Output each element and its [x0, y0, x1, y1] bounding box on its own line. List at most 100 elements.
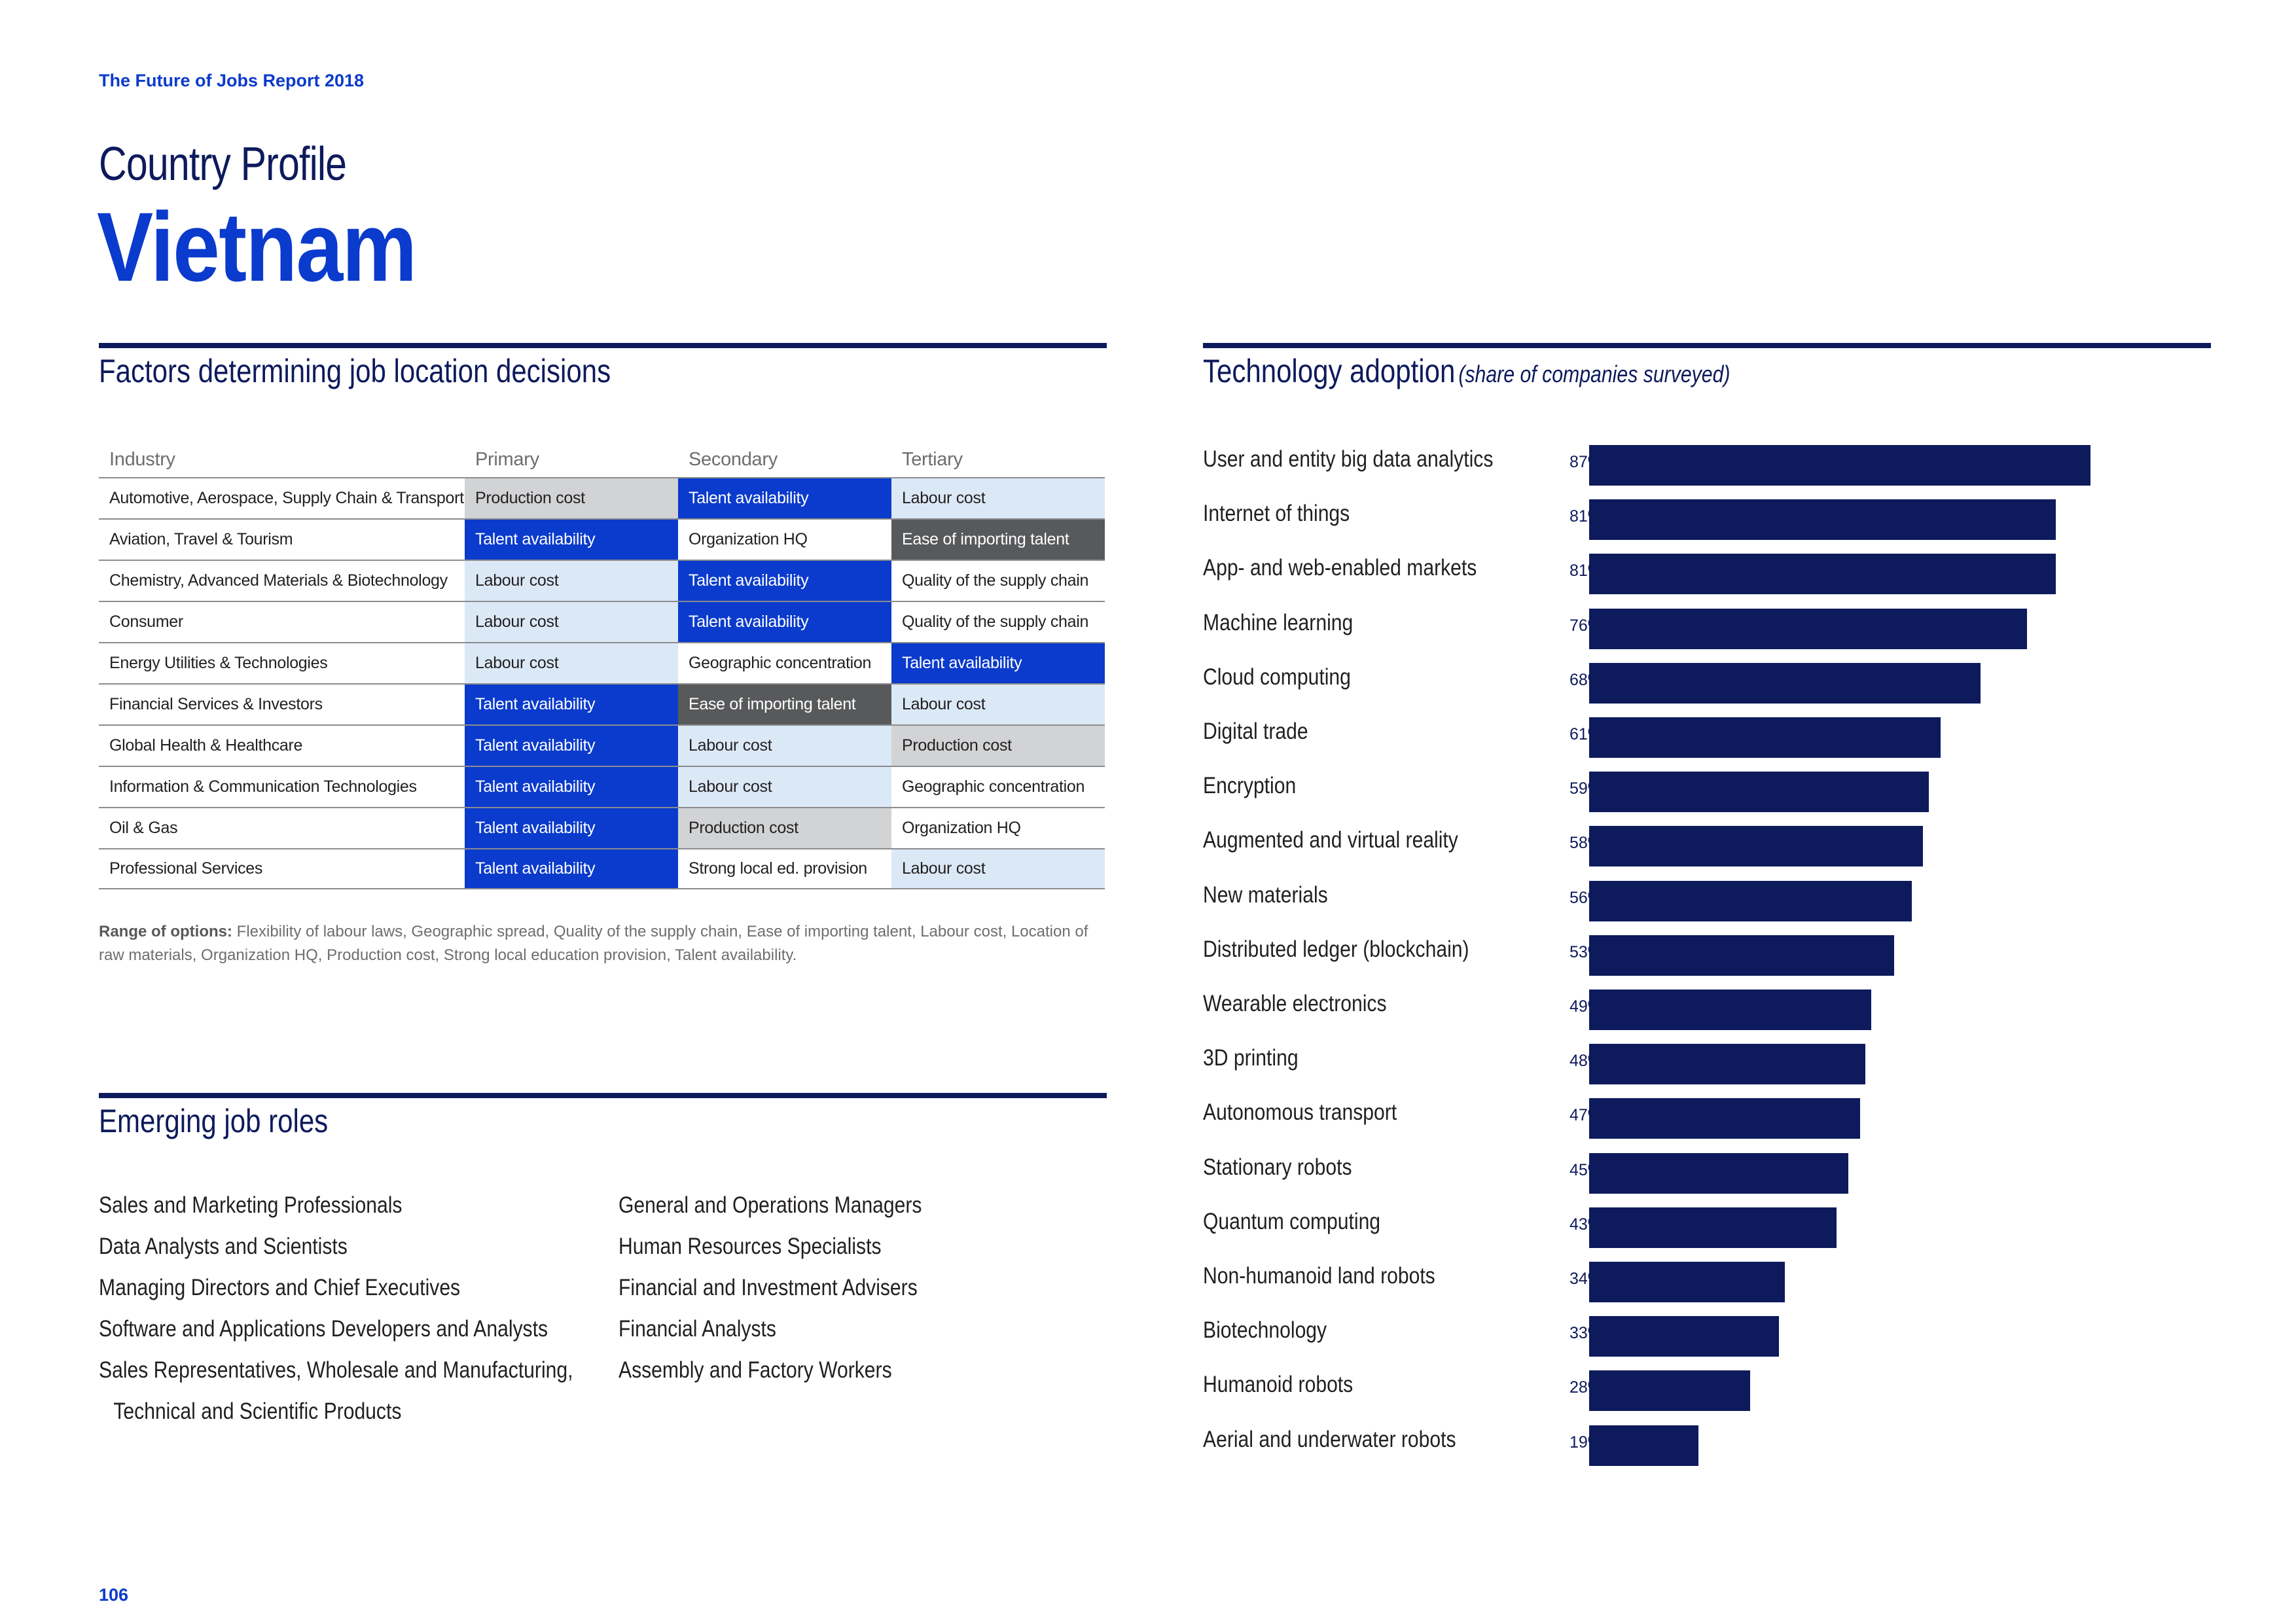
industry-cell: Chemistry, Advanced Materials & Biotechn…	[99, 561, 465, 601]
secondary-factor-cell: Ease of importing talent	[678, 685, 891, 724]
table-row: Aviation, Travel & Tourism Talent availab…	[99, 518, 1105, 560]
industry-cell: Oil & Gas	[99, 808, 465, 848]
bar	[1589, 1207, 1837, 1248]
chart-row: App- and web-enabled markets 81%	[1203, 554, 2211, 595]
chart-row: Cloud computing 68%	[1203, 662, 2211, 704]
tech-heading-title: Technology adoption	[1203, 353, 1456, 389]
category-label: Augmented and virtual reality	[1203, 827, 1458, 853]
roles-rule	[99, 1093, 1107, 1098]
bar	[1589, 826, 1924, 867]
bar	[1589, 772, 1929, 813]
bar	[1589, 935, 1895, 976]
factors-heading: Factors determining job location decisio…	[99, 353, 611, 389]
bar	[1589, 990, 1872, 1030]
table-row: Automotive, Aerospace, Supply Chain & Tr…	[99, 477, 1105, 518]
range-note: Range of options: Flexibility of labour …	[99, 920, 1107, 967]
tertiary-factor-cell: Quality of the supply chain	[891, 561, 1105, 601]
chart-row: New materials 56%	[1203, 880, 2211, 921]
primary-factor-cell: Production cost	[465, 478, 678, 518]
primary-factor-cell: Labour cost	[465, 561, 678, 601]
table-row: Information & Communication Technologies…	[99, 766, 1105, 807]
primary-factor-cell: Labour cost	[465, 643, 678, 683]
category-label: New materials	[1203, 882, 1328, 908]
table-row: Financial Services & Investors Talent ava…	[99, 683, 1105, 724]
chart-row: Non-humanoid land robots 34%	[1203, 1262, 2211, 1302]
bar	[1589, 1316, 1780, 1357]
industry-cell: Consumer	[99, 602, 465, 642]
role-item: Financial and Investment Advisers	[619, 1275, 918, 1300]
primary-factor-cell: Talent availability	[465, 726, 678, 766]
tertiary-factor-cell: Organization HQ	[891, 808, 1105, 848]
chart-row: Augmented and virtual reality 58%	[1203, 826, 2211, 867]
tertiary-factor-cell: Talent availability	[891, 643, 1105, 683]
industry-cell: Professional Services	[99, 849, 465, 888]
col-primary: Primary	[475, 448, 539, 470]
range-text: Flexibility of labour laws, Geographic s…	[99, 923, 1088, 964]
category-label: Non-humanoid land robots	[1203, 1263, 1435, 1289]
category-label: 3D printing	[1203, 1045, 1299, 1071]
secondary-factor-cell: Talent availability	[678, 561, 891, 601]
chart-row: Distributed ledger (blockchain) 53%	[1203, 935, 2211, 976]
secondary-factor-cell: Labour cost	[678, 726, 891, 766]
col-tertiary: Tertiary	[902, 448, 963, 470]
bar	[1589, 1044, 1866, 1085]
chart-row: Digital trade 61%	[1203, 717, 2211, 758]
bar	[1589, 880, 1912, 921]
role-item-continued: Technical and Scientific Products	[113, 1399, 402, 1424]
table-row: Energy Utilities & Technologies Labour co…	[99, 642, 1105, 683]
primary-factor-cell: Talent availability	[465, 849, 678, 888]
role-item: Assembly and Factory Workers	[619, 1357, 892, 1383]
role-item: General and Operations Managers	[619, 1192, 922, 1218]
chart-row: Encryption 59%	[1203, 772, 2211, 813]
report-title: The Future of Jobs Report 2018	[99, 71, 365, 90]
primary-factor-cell: Talent availability	[465, 808, 678, 848]
role-item: Sales Representatives, Wholesale and Man…	[99, 1357, 573, 1383]
secondary-factor-cell: Labour cost	[678, 767, 891, 807]
industry-cell: Information & Communication Technologies	[99, 767, 465, 807]
roles-heading: Emerging job roles	[99, 1103, 329, 1139]
role-item: Data Analysts and Scientists	[99, 1234, 348, 1259]
chart-row: Internet of things 81%	[1203, 499, 2211, 541]
chart-row: Biotechnology 33%	[1203, 1316, 2211, 1357]
bar	[1589, 499, 2056, 541]
primary-factor-cell: Labour cost	[465, 602, 678, 642]
tech-rule	[1203, 343, 2211, 348]
chart-row: Humanoid robots 28%	[1203, 1370, 2211, 1412]
category-label: Machine learning	[1203, 609, 1354, 635]
category-label: App- and web-enabled markets	[1203, 555, 1477, 581]
role-item: Managing Directors and Chief Executives	[99, 1275, 461, 1300]
category-label: Cloud computing	[1203, 664, 1351, 690]
chart-row: 3D printing 48%	[1203, 1044, 2211, 1085]
category-label: Stationary robots	[1203, 1154, 1352, 1180]
tech-adoption-chart: User and entity big data analytics 87% Int…	[1203, 445, 2211, 1472]
table-row: Consumer Labour cost Talent availability Qu…	[99, 601, 1105, 642]
industry-cell: Aviation, Travel & Tourism	[99, 520, 465, 560]
industry-cell: Automotive, Aerospace, Supply Chain & Tr…	[99, 478, 465, 518]
chart-row: Wearable electronics 49%	[1203, 990, 2211, 1030]
industry-cell: Energy Utilities & Technologies	[99, 643, 465, 683]
category-label: User and entity big data analytics	[1203, 446, 1494, 472]
primary-factor-cell: Talent availability	[465, 685, 678, 724]
category-label: Wearable electronics	[1203, 991, 1387, 1016]
factors-table-header: Industry Primary Secondary Tertiary	[99, 442, 1105, 477]
tertiary-factor-cell: Quality of the supply chain	[891, 602, 1105, 642]
bar	[1589, 1152, 1848, 1194]
secondary-factor-cell: Strong local ed. provision	[678, 849, 891, 888]
tertiary-factor-cell: Labour cost	[891, 685, 1105, 724]
roles-left-column: Sales and Marketing Professionals Data A…	[99, 1192, 573, 1440]
chart-row: User and entity big data analytics 87%	[1203, 445, 2211, 486]
bar	[1589, 1370, 1751, 1412]
primary-factor-cell: Talent availability	[465, 520, 678, 560]
industry-cell: Financial Services & Investors	[99, 685, 465, 724]
bar	[1589, 662, 1981, 704]
secondary-factor-cell: Organization HQ	[678, 520, 891, 560]
category-label: Encryption	[1203, 773, 1297, 799]
country-name: Vietnam	[97, 192, 417, 302]
role-item: Software and Applications Developers and…	[99, 1316, 548, 1342]
bar	[1589, 445, 2090, 486]
table-row: Professional Services Talent availability…	[99, 848, 1105, 889]
category-label: Distributed ledger (blockchain)	[1203, 936, 1469, 962]
factors-table: Industry Primary Secondary Tertiary Auto…	[99, 442, 1105, 889]
profile-label: Country Profile	[99, 138, 347, 190]
table-row: Chemistry, Advanced Materials & Biotechn…	[99, 560, 1105, 601]
